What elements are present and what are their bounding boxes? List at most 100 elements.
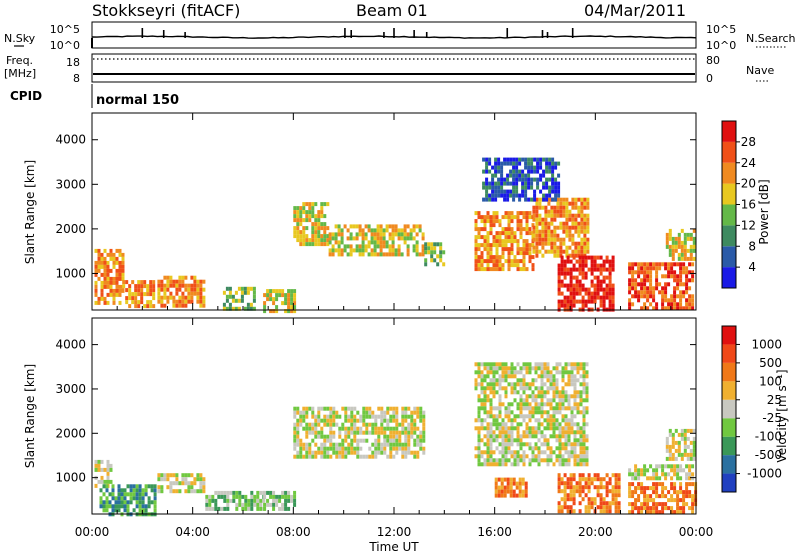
data-cell: [126, 500, 130, 505]
data-cell: [382, 244, 386, 249]
data-cell: [498, 410, 502, 415]
data-cell: [602, 509, 606, 514]
data-cell: [385, 244, 389, 249]
data-cell: [486, 267, 490, 272]
data-cell: [599, 505, 603, 510]
data-cell: [674, 448, 678, 453]
data-cell: [358, 232, 362, 237]
data-cell: [578, 283, 582, 288]
data-cell: [563, 271, 567, 276]
data-cell: [474, 370, 478, 375]
data-cell: [311, 454, 315, 459]
data-cell: [524, 165, 528, 170]
data-cell: [492, 438, 496, 443]
data-cell: [94, 268, 98, 273]
data-cell: [296, 418, 300, 423]
data-cell: [507, 382, 511, 387]
data-cell: [234, 290, 238, 295]
data-cell: [433, 258, 437, 263]
data-cell: [269, 502, 273, 507]
data-cell: [413, 438, 417, 443]
data-cell: [495, 255, 499, 260]
data-cell: [262, 498, 266, 503]
data-cell: [674, 244, 678, 249]
data-cell: [673, 298, 677, 303]
data-cell: [129, 500, 133, 505]
data-cell: [562, 237, 566, 242]
data-cell: [97, 276, 101, 281]
data-cell: [485, 193, 489, 198]
data-cell: [652, 476, 656, 481]
data-cell: [634, 506, 638, 511]
data-cell: [495, 239, 499, 244]
data-cell: [386, 438, 390, 443]
data-cell: [410, 430, 414, 435]
data-cell: [569, 497, 573, 502]
data-cell: [477, 450, 481, 455]
data-cell: [290, 305, 294, 310]
data-cell: [199, 485, 203, 490]
data-cell: [115, 260, 119, 265]
data-cell: [418, 224, 422, 229]
data-cell: [643, 490, 647, 495]
data-cell: [293, 454, 297, 459]
data-cell: [323, 230, 327, 235]
data-cell: [590, 497, 594, 502]
data-cell: [611, 267, 615, 272]
data-cell: [683, 452, 687, 457]
data-cell: [581, 283, 585, 288]
data-cell: [569, 477, 573, 482]
data-cell: [558, 434, 562, 439]
data-cell: [558, 402, 562, 407]
data-cell: [112, 252, 116, 257]
data-cell: [599, 287, 603, 292]
data-cell: [323, 442, 327, 447]
data-cell: [140, 300, 144, 305]
data-cell: [356, 418, 360, 423]
data-cell: [317, 234, 321, 239]
data-cell: [546, 462, 550, 467]
data-cell: [359, 418, 363, 423]
data-cell: [608, 295, 612, 300]
data-cell: [489, 398, 493, 403]
data-cell: [519, 231, 523, 236]
data-cell: [664, 464, 668, 469]
cpid-program: normal 150: [96, 93, 179, 108]
data-cell: [114, 508, 118, 513]
data-cell: [692, 456, 696, 461]
data-cell: [614, 485, 618, 490]
data-cell: [682, 262, 686, 267]
data-cell: [677, 256, 681, 261]
data-cell: [190, 481, 194, 486]
data-cell: [688, 476, 692, 481]
data-cell: [528, 370, 532, 375]
data-cell: [94, 483, 98, 488]
x-tick-label: 00:00: [75, 525, 110, 539]
data-cell: [202, 287, 206, 292]
data-cell: [240, 286, 244, 291]
data-cell: [573, 386, 577, 391]
data-cell: [577, 213, 581, 218]
data-cell: [211, 506, 215, 511]
data-cell: [344, 450, 348, 455]
data-cell: [671, 256, 675, 261]
data-cell: [486, 362, 490, 367]
data-cell: [631, 302, 635, 307]
data-cell: [590, 255, 594, 260]
data-cell: [579, 426, 583, 431]
data-cell: [513, 382, 517, 387]
data-cell: [320, 222, 324, 227]
data-cell: [555, 458, 559, 463]
data-cell: [326, 414, 330, 419]
data-cell: [202, 477, 206, 482]
data-cell: [577, 229, 581, 234]
data-cell: [614, 497, 618, 502]
colorbar-segment: [722, 362, 736, 382]
data-cell: [667, 262, 671, 267]
data-cell: [263, 506, 267, 511]
data-cell: [679, 510, 683, 515]
data-cell: [106, 260, 110, 265]
data-cell: [489, 247, 493, 252]
data-cell: [688, 270, 692, 275]
data-cell: [317, 214, 321, 219]
